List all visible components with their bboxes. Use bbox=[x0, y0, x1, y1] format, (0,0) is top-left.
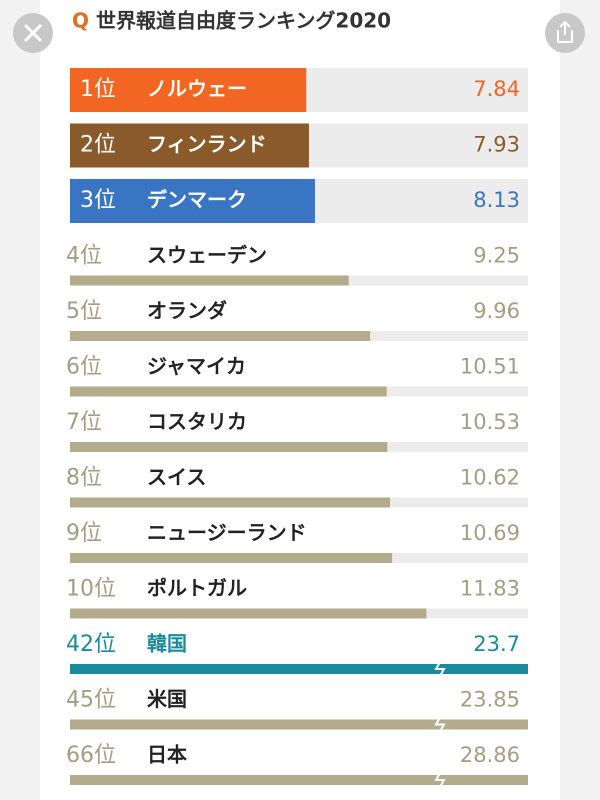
country-label: デンマーク bbox=[147, 188, 247, 212]
bar bbox=[70, 123, 309, 168]
rank-label: 8位 bbox=[66, 466, 102, 491]
share-icon[interactable] bbox=[557, 20, 573, 43]
country-label: 韓国 bbox=[147, 632, 187, 656]
value-label: 10.62 bbox=[460, 466, 520, 490]
country-label: ジャマイカ bbox=[147, 354, 246, 378]
bar bbox=[70, 608, 427, 619]
country-label: 日本 bbox=[147, 743, 187, 767]
axis-break bbox=[434, 772, 446, 788]
value-label: 11.83 bbox=[460, 577, 520, 601]
country-label: フィンランド bbox=[147, 132, 267, 156]
country-label: スウェーデン bbox=[147, 243, 267, 267]
card bbox=[40, 0, 560, 800]
value-label: 9.25 bbox=[473, 244, 520, 268]
rank-label: 9位 bbox=[66, 521, 102, 546]
country-label: ノルウェー bbox=[147, 77, 247, 101]
chart-title: 世界報道自由度ランキング2020 bbox=[96, 9, 391, 33]
bar bbox=[70, 442, 388, 452]
value-label: 10.53 bbox=[460, 410, 520, 434]
bar bbox=[70, 68, 307, 112]
country-label: ニュージーランド bbox=[147, 521, 307, 545]
value-label: 8.13 bbox=[473, 188, 520, 212]
rank-label: 45位 bbox=[66, 688, 116, 713]
bar bbox=[70, 664, 528, 674]
rank-label: 42位 bbox=[66, 632, 116, 657]
bar bbox=[70, 497, 390, 508]
bar bbox=[70, 179, 315, 223]
rank-label: 2位 bbox=[80, 133, 116, 158]
axis-break bbox=[434, 661, 446, 677]
value-label: 10.69 bbox=[460, 521, 520, 545]
axis-break bbox=[434, 717, 446, 732]
country-label: オランダ bbox=[147, 299, 227, 323]
country-label: ポルトガル bbox=[147, 576, 247, 600]
bar bbox=[70, 386, 387, 397]
title-icon: Q bbox=[72, 9, 89, 33]
country-label: 米国 bbox=[147, 687, 187, 711]
value-label: 10.51 bbox=[460, 355, 520, 379]
rank-label: 1位 bbox=[80, 77, 116, 102]
country-label: コスタリカ bbox=[147, 410, 247, 434]
rank-label: 66位 bbox=[66, 743, 116, 768]
value-label: 23.7 bbox=[473, 632, 520, 656]
bar bbox=[70, 331, 371, 341]
close-button[interactable] bbox=[13, 13, 53, 53]
rank-label: 3位 bbox=[80, 188, 116, 213]
rank-label: 10位 bbox=[66, 577, 116, 602]
country-label: スイス bbox=[147, 465, 206, 489]
value-label: 23.85 bbox=[460, 688, 520, 712]
rank-label: 7位 bbox=[66, 410, 102, 435]
value-label: 7.93 bbox=[473, 133, 520, 157]
rank-label: 4位 bbox=[66, 244, 102, 269]
rank-label: 6位 bbox=[66, 355, 102, 380]
rank-label: 5位 bbox=[66, 299, 102, 324]
bar bbox=[70, 275, 349, 286]
value-label: 9.96 bbox=[473, 299, 520, 323]
share-button[interactable] bbox=[545, 13, 585, 53]
bar bbox=[70, 719, 528, 730]
value-label: 28.86 bbox=[460, 743, 520, 767]
close-icon[interactable] bbox=[23, 23, 43, 43]
value-label: 7.84 bbox=[473, 77, 520, 101]
bar bbox=[70, 553, 393, 563]
bar bbox=[70, 775, 528, 785]
